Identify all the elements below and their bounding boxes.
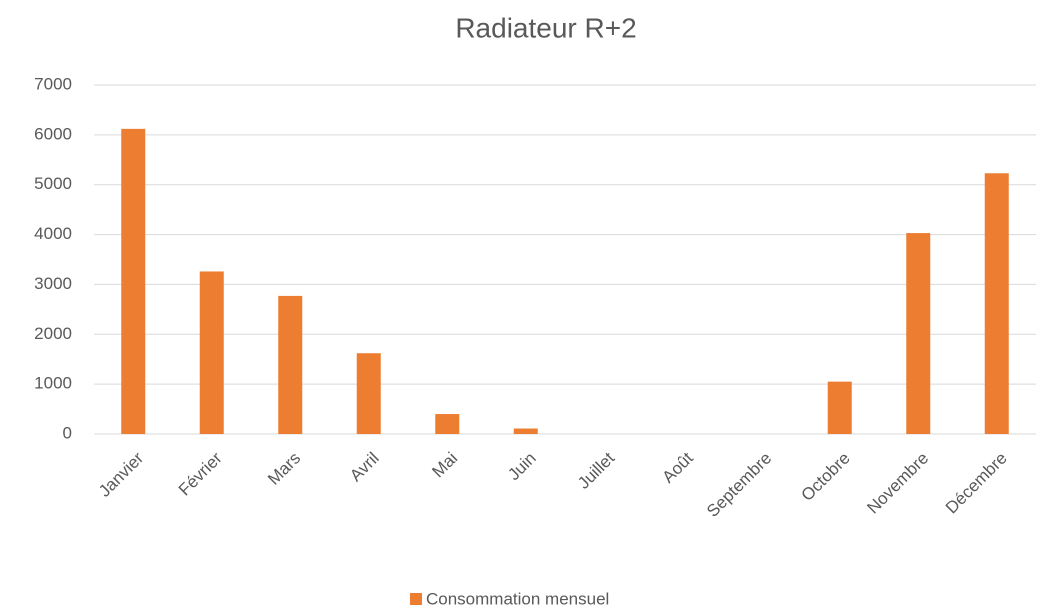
y-tick-label: 0 [63, 423, 72, 442]
bar [356, 353, 381, 434]
bar [827, 381, 852, 434]
y-tick-label: 7000 [34, 74, 72, 93]
x-tick-label: Mai [428, 449, 461, 482]
bar [435, 414, 460, 434]
x-tick-label: Janvier [95, 448, 147, 500]
x-tick-label: Novembre [863, 449, 932, 518]
bar [278, 295, 303, 434]
bar [906, 233, 931, 434]
y-tick-label: 3000 [34, 274, 72, 293]
x-tick-label: Juillet [574, 448, 618, 492]
x-tick-label: Septembre [703, 449, 775, 521]
chart-title: Radiateur R+2 [455, 12, 636, 43]
y-tick-label: 2000 [34, 324, 72, 343]
x-tick-label: Août [659, 448, 697, 486]
y-tick-label: 1000 [34, 374, 72, 393]
x-tick-label: Juin [504, 449, 539, 484]
x-tick-label: Février [175, 448, 226, 499]
y-tick-label: 5000 [34, 174, 72, 193]
bar [121, 128, 146, 435]
x-tick-label: Avril [346, 449, 383, 486]
x-tick-label: Mars [264, 449, 304, 489]
y-tick-label: 6000 [34, 124, 72, 143]
bar [199, 271, 224, 434]
legend-label: Consommation mensuel [426, 589, 609, 608]
bar [513, 428, 538, 434]
x-tick-label: Octobre [798, 449, 854, 505]
y-tick-label: 4000 [34, 224, 72, 243]
x-tick-label: Décembre [942, 449, 1011, 518]
bar [984, 173, 1009, 435]
legend-swatch [410, 593, 422, 605]
